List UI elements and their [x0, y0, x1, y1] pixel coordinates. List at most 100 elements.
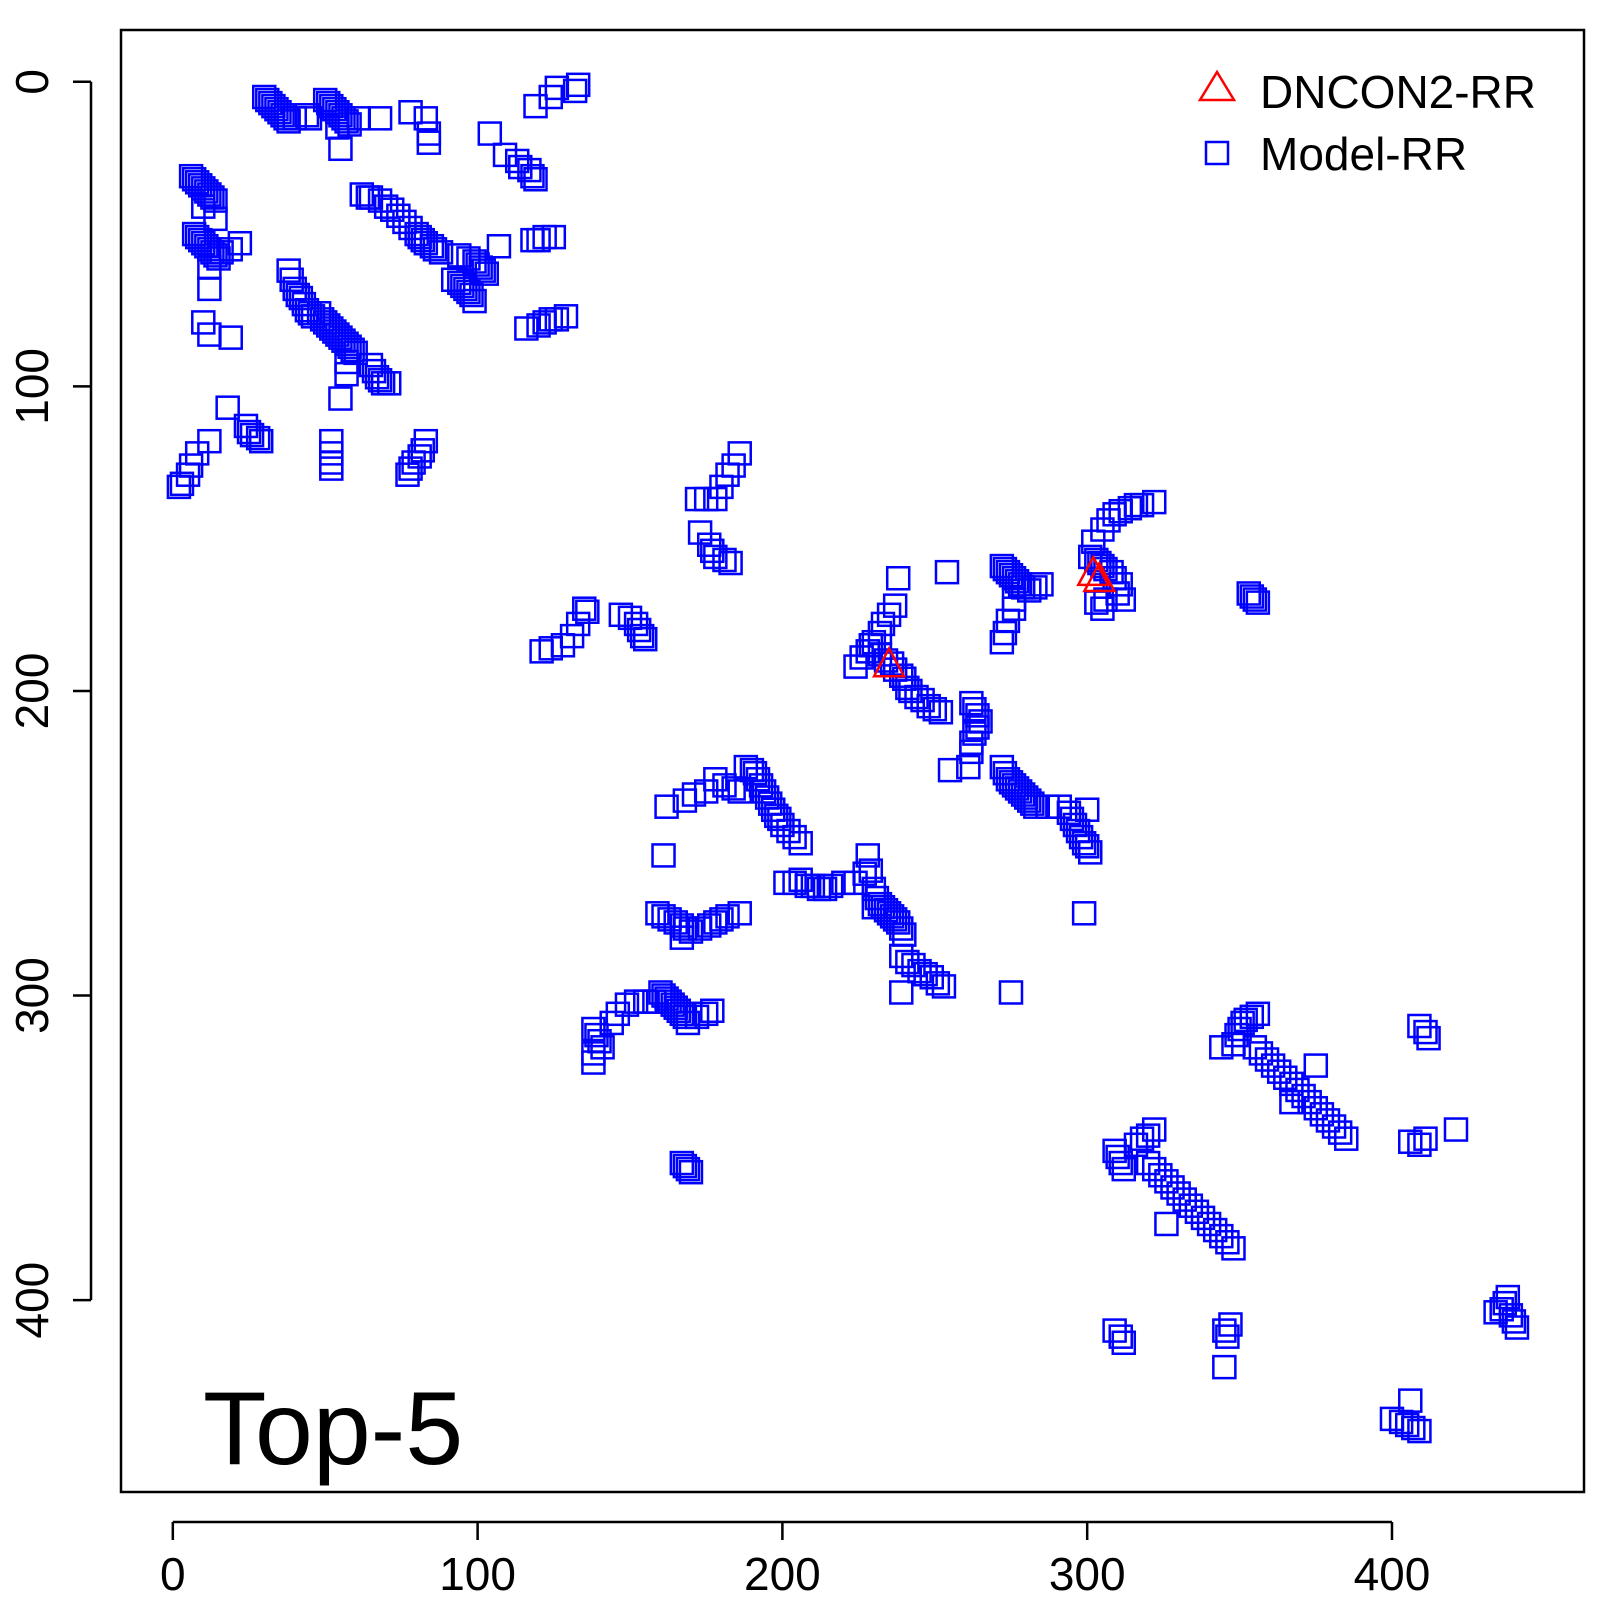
model-rr-point [672, 788, 698, 813]
model-rr-point [1141, 489, 1167, 515]
model-rr-point [678, 919, 704, 944]
panel-annotation: Top-5 [203, 1371, 463, 1487]
model-rr-point [398, 456, 423, 481]
model-rr-point [334, 361, 359, 387]
model-rr-point [194, 179, 219, 204]
model-rr-point [858, 858, 884, 883]
model-rr-point [693, 1001, 719, 1027]
model-rr-point [1135, 1123, 1161, 1148]
model-rr-point [477, 121, 503, 146]
model-rr-point [651, 843, 676, 868]
model-rr-point [672, 916, 698, 941]
model-rr-point [248, 428, 274, 454]
legend-label-model-rr: Model-RR [1260, 128, 1467, 180]
model-rr-point [1239, 584, 1265, 609]
model-rr-point [544, 307, 570, 332]
model-rr-point [267, 99, 292, 125]
model-rr-point [1401, 1415, 1426, 1441]
model-rr-point [1303, 1053, 1329, 1078]
model-rr-point [1495, 1284, 1521, 1310]
model-rr-point [1413, 1126, 1438, 1151]
model-rr-point [925, 971, 951, 996]
model-rr-point [812, 876, 838, 902]
model-rr-point [395, 462, 420, 487]
model-rr-point [337, 334, 362, 360]
model-rr-point [462, 288, 487, 314]
model-rr-point [712, 773, 737, 798]
model-rr-point [843, 654, 868, 679]
model-rr-point [889, 980, 914, 1005]
model-rr-point [876, 602, 902, 628]
model-rr-point [962, 721, 987, 746]
model-rr-point [669, 1001, 695, 1027]
model-rr-point [562, 78, 588, 104]
model-rr-point [934, 559, 960, 585]
y-tick-label: 100 [6, 348, 58, 425]
model-rr-point [703, 486, 728, 512]
model-rr-point [1108, 1324, 1133, 1349]
model-rr-point [721, 776, 746, 801]
model-rr-point [331, 106, 356, 131]
model-rr-point [931, 974, 957, 999]
model-rr-point [937, 757, 963, 783]
model-rr-point [1221, 1236, 1246, 1261]
model-rr-point [1245, 590, 1271, 615]
legend-square-marker [1204, 140, 1230, 166]
model-rr-point [642, 989, 667, 1014]
model-rr-point [727, 901, 752, 926]
model-rr-point [367, 106, 393, 131]
model-rr-point [654, 794, 679, 819]
model-rr-series [166, 72, 1530, 1444]
model-rr-point [727, 779, 752, 804]
model-rr-point [782, 824, 807, 850]
model-rr-point [632, 626, 658, 652]
model-rr-point [349, 182, 375, 207]
model-rr-point [227, 230, 253, 256]
model-rr-point [1279, 1089, 1304, 1115]
model-rr-point [1501, 1309, 1527, 1334]
model-rr-point [319, 456, 344, 481]
model-rr-point [419, 234, 445, 259]
model-rr-point [873, 648, 899, 673]
dncon2-rr-point [1076, 554, 1111, 587]
model-rr-point [1443, 1117, 1469, 1142]
model-rr-point [599, 1010, 624, 1036]
model-rr-point [1327, 1120, 1353, 1145]
model-rr-point [998, 980, 1024, 1005]
model-rr-point [1108, 1150, 1133, 1176]
y-axis: 0 100 200 300 400 [6, 69, 93, 1338]
model-rr-point [712, 547, 737, 573]
model-rr-point [553, 304, 579, 329]
model-rr-point [367, 368, 393, 393]
model-rr-point [861, 894, 887, 920]
model-rr-point [1407, 1418, 1432, 1444]
model-rr-point [1242, 587, 1268, 612]
legend-label-dncon2-rr: DNCON2-RR [1260, 66, 1536, 118]
model-rr-point [1074, 797, 1100, 822]
model-rr-point [718, 550, 743, 576]
model-rr-point [1236, 581, 1261, 606]
model-rr-point [572, 596, 597, 621]
y-tick-label: 200 [6, 653, 58, 730]
model-rr-point [684, 1004, 710, 1030]
model-rr-point [1407, 1132, 1432, 1158]
model-rr-point [675, 1010, 701, 1036]
model-rr-point [319, 450, 344, 475]
model-rr-point [279, 267, 304, 293]
model-rr-point [590, 1035, 615, 1060]
model-rr-point [1020, 791, 1045, 816]
model-rr-point [1398, 1388, 1423, 1413]
model-rr-point [1029, 572, 1054, 597]
y-tick-label: 300 [6, 957, 58, 1034]
model-rr-point [672, 1153, 698, 1179]
model-rr-point [526, 227, 551, 253]
x-tick-label: 0 [160, 1548, 186, 1600]
x-axis: 0 100 200 300 400 [160, 1520, 1430, 1600]
y-tick-label: 0 [6, 69, 58, 95]
model-rr-point [629, 623, 655, 649]
model-rr-point [538, 84, 564, 110]
model-rr-point [965, 715, 990, 740]
model-rr-point [169, 471, 195, 497]
legend: DNCON2-RR Model-RR [1197, 66, 1536, 180]
